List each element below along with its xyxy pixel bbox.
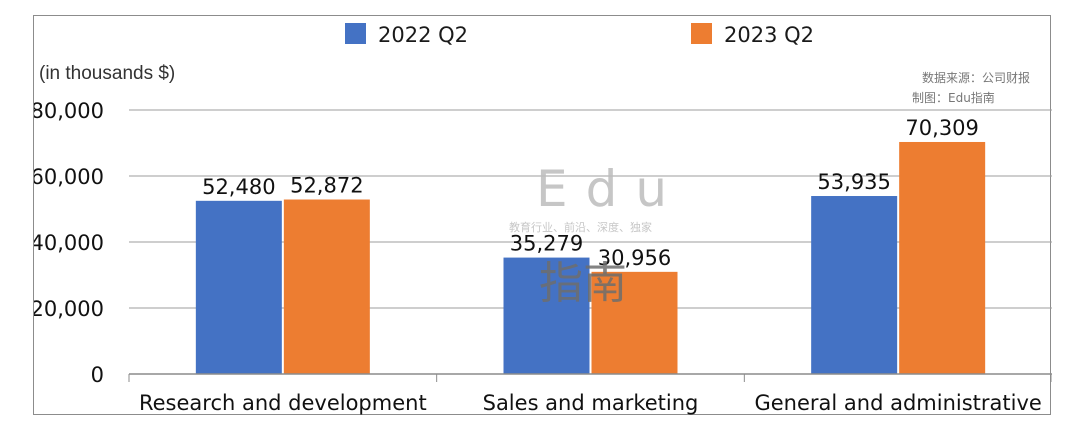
data-label: 35,279 — [510, 232, 583, 256]
bar — [503, 257, 590, 374]
legend-label-2023-q2: 2023 Q2 — [724, 23, 814, 47]
watermark-cn: 指南 — [539, 258, 627, 309]
watermark-tagline: 教育行业、前沿、深度、独家 — [509, 220, 652, 234]
legend-label-2022-q2: 2022 Q2 — [378, 23, 468, 47]
category-label: General and administrative — [754, 391, 1041, 415]
y-tick-label: 60,000 — [34, 165, 104, 189]
unit-label: (in thousands $) — [39, 63, 175, 84]
bar-chart: 2022 Q2 2023 Q2 (in thousands $) 数据来源：公司… — [34, 23, 1052, 415]
category-label: Sales and marketing — [483, 391, 699, 415]
data-label: 70,309 — [905, 116, 978, 140]
watermark: Edu 教育行业、前沿、深度、独家 指南 — [509, 160, 685, 309]
data-label: 30,956 — [598, 246, 671, 270]
y-tick-label: 40,000 — [34, 231, 104, 255]
bar — [811, 196, 898, 374]
legend-swatch-2023-q2 — [691, 23, 712, 44]
y-tick-label: 0 — [91, 363, 104, 387]
legend-swatch-2022-q2 — [345, 23, 366, 44]
y-axis-ticks: 0 20,000 40,000 60,000 80,000 — [34, 99, 104, 387]
data-label: 53,935 — [817, 170, 890, 194]
data-label: 52,480 — [202, 175, 275, 199]
y-tick-label: 80,000 — [34, 99, 104, 123]
bar — [195, 200, 282, 374]
y-tick-label: 20,000 — [34, 297, 104, 321]
category-label: Research and development — [139, 391, 427, 415]
data-label: 52,872 — [290, 174, 363, 198]
data-labels: 52,480 52,872 35,279 30,956 53,935 70,309 — [202, 116, 979, 270]
bars — [195, 141, 986, 374]
x-axis-ticks — [128, 374, 1052, 382]
bar — [899, 141, 986, 374]
gridlines — [129, 109, 1052, 309]
bar — [283, 199, 370, 374]
source-note: 数据来源：公司财报 — [922, 70, 1030, 85]
watermark-logo: Edu — [536, 160, 685, 218]
chart-credit: 制图：Edu指南 — [912, 90, 995, 105]
legend: 2022 Q2 2023 Q2 — [345, 23, 814, 47]
chart-frame: 2022 Q2 2023 Q2 (in thousands $) 数据来源：公司… — [33, 15, 1052, 415]
bar — [591, 271, 678, 374]
category-labels: Research and development Sales and market… — [139, 391, 1042, 415]
